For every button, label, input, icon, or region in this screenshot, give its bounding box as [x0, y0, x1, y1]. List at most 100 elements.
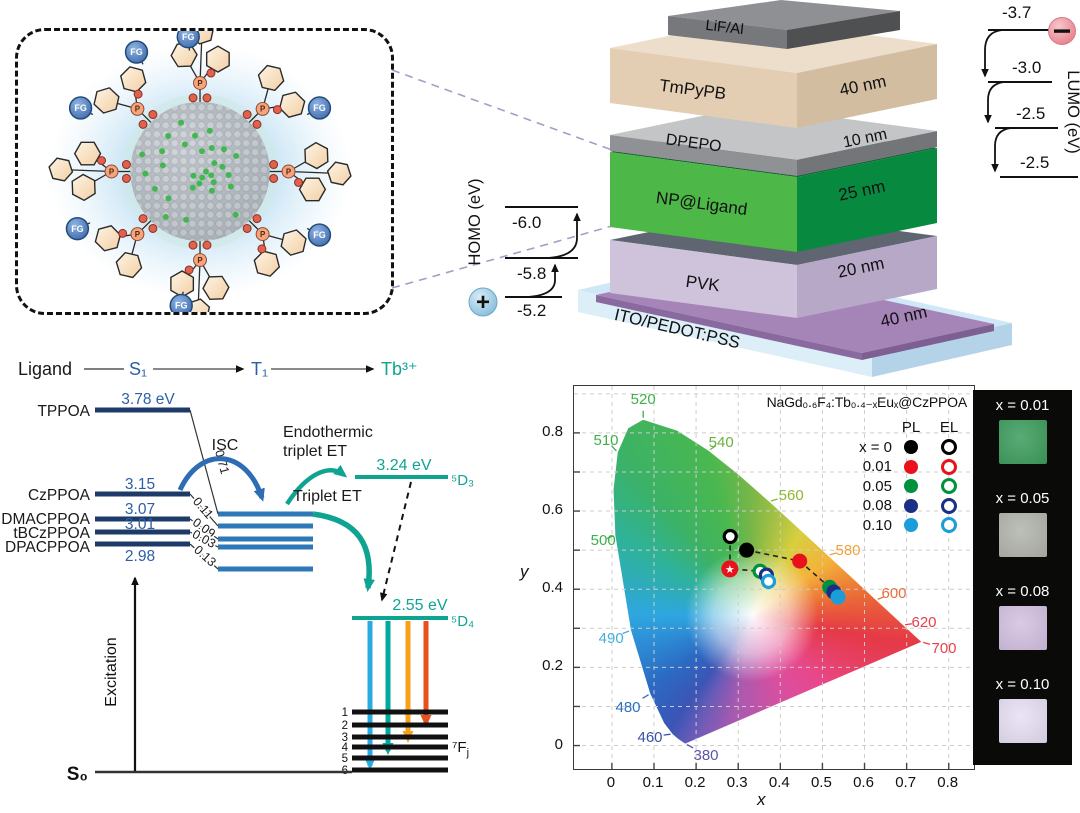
legend-row-4: 0.10	[828, 516, 970, 536]
cie-legend: PL EL x = 0 0.01 0.05 0.08 0.10	[828, 418, 970, 535]
legend-col-pl: PL	[901, 419, 921, 437]
fg-group-icon: FG	[68, 96, 93, 120]
d4-label: ⁵D₄	[451, 613, 474, 630]
phenyl-ring	[298, 177, 327, 202]
svg-text:FG: FG	[71, 224, 83, 234]
wavelength-label-580: 580	[835, 542, 860, 559]
ligand-value-dmacppoa: 3.07	[125, 501, 155, 518]
oxygen-atom	[206, 68, 216, 78]
phenyl-ring	[71, 173, 96, 202]
cie-chromaticity-panel: 380 460 480 490 500 510 520 540 560 580 600 620 700 ★…	[573, 385, 975, 770]
d4-value: 2.55 eV	[392, 597, 447, 614]
oxygen-atom	[202, 93, 212, 103]
layer-lifal-label: LiF/Al	[704, 17, 744, 38]
layer-dpepo: DPEPO 10 nm	[610, 106, 937, 176]
el-point-1	[721, 560, 739, 578]
wavelength-label-510: 510	[593, 432, 618, 449]
oxygen-atom	[272, 105, 282, 115]
svg-text:P: P	[197, 256, 203, 265]
electron-icon	[1048, 17, 1076, 45]
svg-text:+: +	[476, 289, 490, 316]
svg-text:FG: FG	[182, 32, 194, 42]
homo-level-2: -5.2	[517, 301, 546, 320]
ligand-value-tbczppoa: 3.01	[125, 516, 155, 533]
oxygen-atom	[138, 119, 148, 129]
homo-level-0: -6.0	[512, 213, 541, 232]
homo-level-1: -5.8	[517, 264, 546, 283]
sample-photo-3: x = 0.10	[973, 676, 1072, 743]
cie-y-axis-ticks: 0 0.2 0.4 0.6 0.8	[542, 422, 563, 753]
svg-text:P: P	[260, 105, 266, 114]
wavelength-label-460: 460	[637, 729, 662, 746]
star-icon: ★	[725, 564, 735, 576]
phenyl-ring	[205, 45, 230, 73]
pl-point-1	[792, 553, 808, 569]
oxygen-atom	[148, 110, 158, 120]
svg-text:FG: FG	[313, 230, 325, 240]
sample-chip-2	[998, 606, 1047, 650]
svg-text:FG: FG	[74, 103, 86, 113]
d3-d4-dashed-arrow	[379, 481, 412, 602]
phosphorus-atom	[104, 164, 119, 179]
svg-text:P: P	[260, 230, 266, 239]
isc-arrow	[177, 456, 265, 502]
d3-value: 3.24 eV	[376, 457, 431, 474]
oxygen-atom	[242, 223, 252, 233]
fg-group-icon: FG	[65, 216, 90, 241]
fg-group-icon: FG	[176, 25, 200, 49]
oxygen-atom	[269, 173, 279, 183]
header-t1: T₁	[251, 359, 268, 379]
ligand-name-dpacppoa: DPACPPOA	[5, 539, 91, 556]
fg-group-icon: FG	[169, 293, 193, 318]
pl-point-0	[739, 542, 755, 558]
phenyl-ring	[73, 141, 102, 166]
svg-text:P: P	[197, 79, 203, 88]
legend-header: PL EL	[828, 418, 970, 438]
phenyl-ring	[170, 270, 195, 298]
header-tb: Tb³⁺	[381, 359, 418, 379]
phenyl-ring	[304, 141, 329, 170]
oxygen-atom	[184, 265, 194, 275]
phenyl-ring	[257, 64, 285, 92]
phosphorus-atom	[255, 101, 270, 116]
wavelength-label-620: 620	[911, 614, 936, 631]
fg-group-icon: FG	[307, 223, 332, 247]
f-level-2: 2	[342, 720, 348, 732]
endothermic-label-1: Endothermic	[283, 424, 373, 441]
oxygen-atom	[121, 173, 131, 183]
excitation-label: Excitation	[103, 637, 120, 706]
cie-y-axis-title: y	[520, 562, 529, 581]
legend-col-el: EL	[939, 419, 959, 437]
oxygen-atom	[257, 244, 267, 254]
cie-x-axis-ticks: 0 0.1 0.2 0.3 0.4 0.5 0.6 0.7 0.8	[606, 774, 959, 791]
ligand-value-czppoa: 3.15	[125, 476, 155, 493]
legend-row-2: 0.05	[828, 477, 970, 497]
oxygen-atom	[269, 160, 279, 170]
sample-chip-0	[998, 420, 1047, 464]
wavelength-label-520: 520	[631, 391, 656, 408]
cie-x-axis-title: x	[757, 790, 766, 809]
phenyl-ring	[48, 157, 74, 182]
oxygen-atom	[188, 240, 198, 250]
legend-el-dot-0	[941, 439, 957, 456]
ligand-value-dpacppoa: 2.98	[125, 548, 155, 565]
oxygen-atom	[188, 93, 198, 103]
zoom-connector-lines	[391, 69, 613, 289]
pl-point-4	[830, 589, 846, 605]
phosphorus-atom	[193, 253, 207, 267]
oxygen-atom	[252, 214, 262, 224]
legend-pl-dot-0	[904, 440, 918, 455]
phenyl-ring	[93, 87, 120, 114]
sample-photo-0: x = 0.01	[973, 397, 1072, 464]
legend-el-dot-2	[941, 478, 957, 495]
header-ligand: Ligand	[18, 359, 72, 379]
legend-el-dot-4	[941, 517, 957, 534]
header-s1: S₁	[129, 359, 147, 379]
phosphorus-atom	[130, 101, 145, 116]
phosphorus-atom	[193, 76, 207, 90]
phenyl-ring	[326, 161, 352, 186]
ligand-name-dmacppoa: DMACPPOA	[1, 511, 90, 528]
legend-pl-dot-4	[904, 518, 918, 533]
ligand-value-tppoa: 3.78 eV	[121, 391, 175, 408]
device-stack: ITO/PEDOT:PSS 40 nm PVK 20 nm NP@Ligand …	[578, 0, 1012, 377]
